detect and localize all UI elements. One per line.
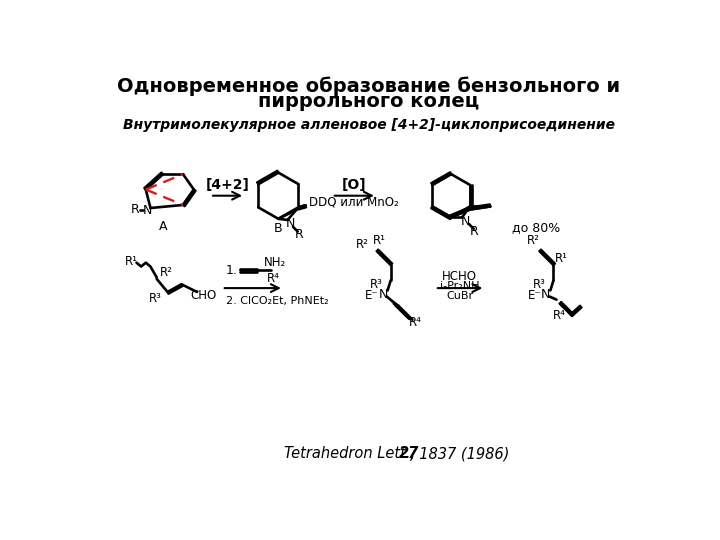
Text: B: B: [274, 221, 283, 234]
Text: R: R: [130, 203, 140, 216]
Text: N: N: [285, 217, 294, 230]
Text: N: N: [143, 204, 152, 217]
Text: R: R: [470, 225, 479, 238]
Text: HCHO: HCHO: [442, 270, 477, 283]
Text: Одновременное образование бензольного и: Одновременное образование бензольного и: [117, 77, 621, 96]
Text: N: N: [541, 288, 550, 301]
Text: Внутримолекулярное алленовое [4+2]-циклоприсоединение: Внутримолекулярное алленовое [4+2]-цикло…: [123, 118, 615, 132]
Text: R²: R²: [527, 234, 540, 247]
Text: R: R: [295, 228, 304, 241]
Text: CuBr: CuBr: [446, 291, 473, 301]
Text: E⁻: E⁻: [365, 289, 379, 302]
Text: R³: R³: [370, 278, 383, 291]
Text: R⁴: R⁴: [409, 316, 422, 329]
Text: до 80%: до 80%: [511, 221, 559, 234]
Text: R¹: R¹: [125, 255, 138, 268]
Text: R⁴: R⁴: [267, 272, 280, 285]
Text: R¹: R¹: [554, 252, 567, 265]
Text: R²: R²: [356, 239, 369, 252]
Text: 27: 27: [398, 446, 419, 461]
Text: R⁴: R⁴: [553, 309, 566, 322]
Text: пиррольного колец: пиррольного колец: [258, 92, 480, 111]
Text: CHO: CHO: [190, 288, 216, 301]
Text: N: N: [378, 288, 387, 301]
Text: A: A: [158, 220, 167, 233]
Text: Tetrahedron Lett.,: Tetrahedron Lett.,: [284, 446, 420, 461]
Text: [4+2]: [4+2]: [206, 178, 250, 192]
Text: [O]: [O]: [342, 178, 366, 192]
Text: R³: R³: [148, 292, 161, 305]
Text: 2. ClCO₂Et, PhNEt₂: 2. ClCO₂Et, PhNEt₂: [225, 296, 328, 306]
Text: E⁻: E⁻: [528, 289, 541, 302]
Text: N: N: [461, 214, 470, 228]
Text: R³: R³: [533, 278, 546, 291]
Text: R¹: R¹: [374, 234, 387, 247]
Text: , 1837 (1986): , 1837 (1986): [410, 446, 510, 461]
Text: NH₂: NH₂: [264, 256, 287, 269]
Text: R²: R²: [160, 266, 172, 279]
Text: DDQ или MnO₂: DDQ или MnO₂: [310, 195, 399, 208]
Text: 1.: 1.: [225, 264, 238, 277]
Text: i-Pr₂NH: i-Pr₂NH: [440, 281, 480, 291]
